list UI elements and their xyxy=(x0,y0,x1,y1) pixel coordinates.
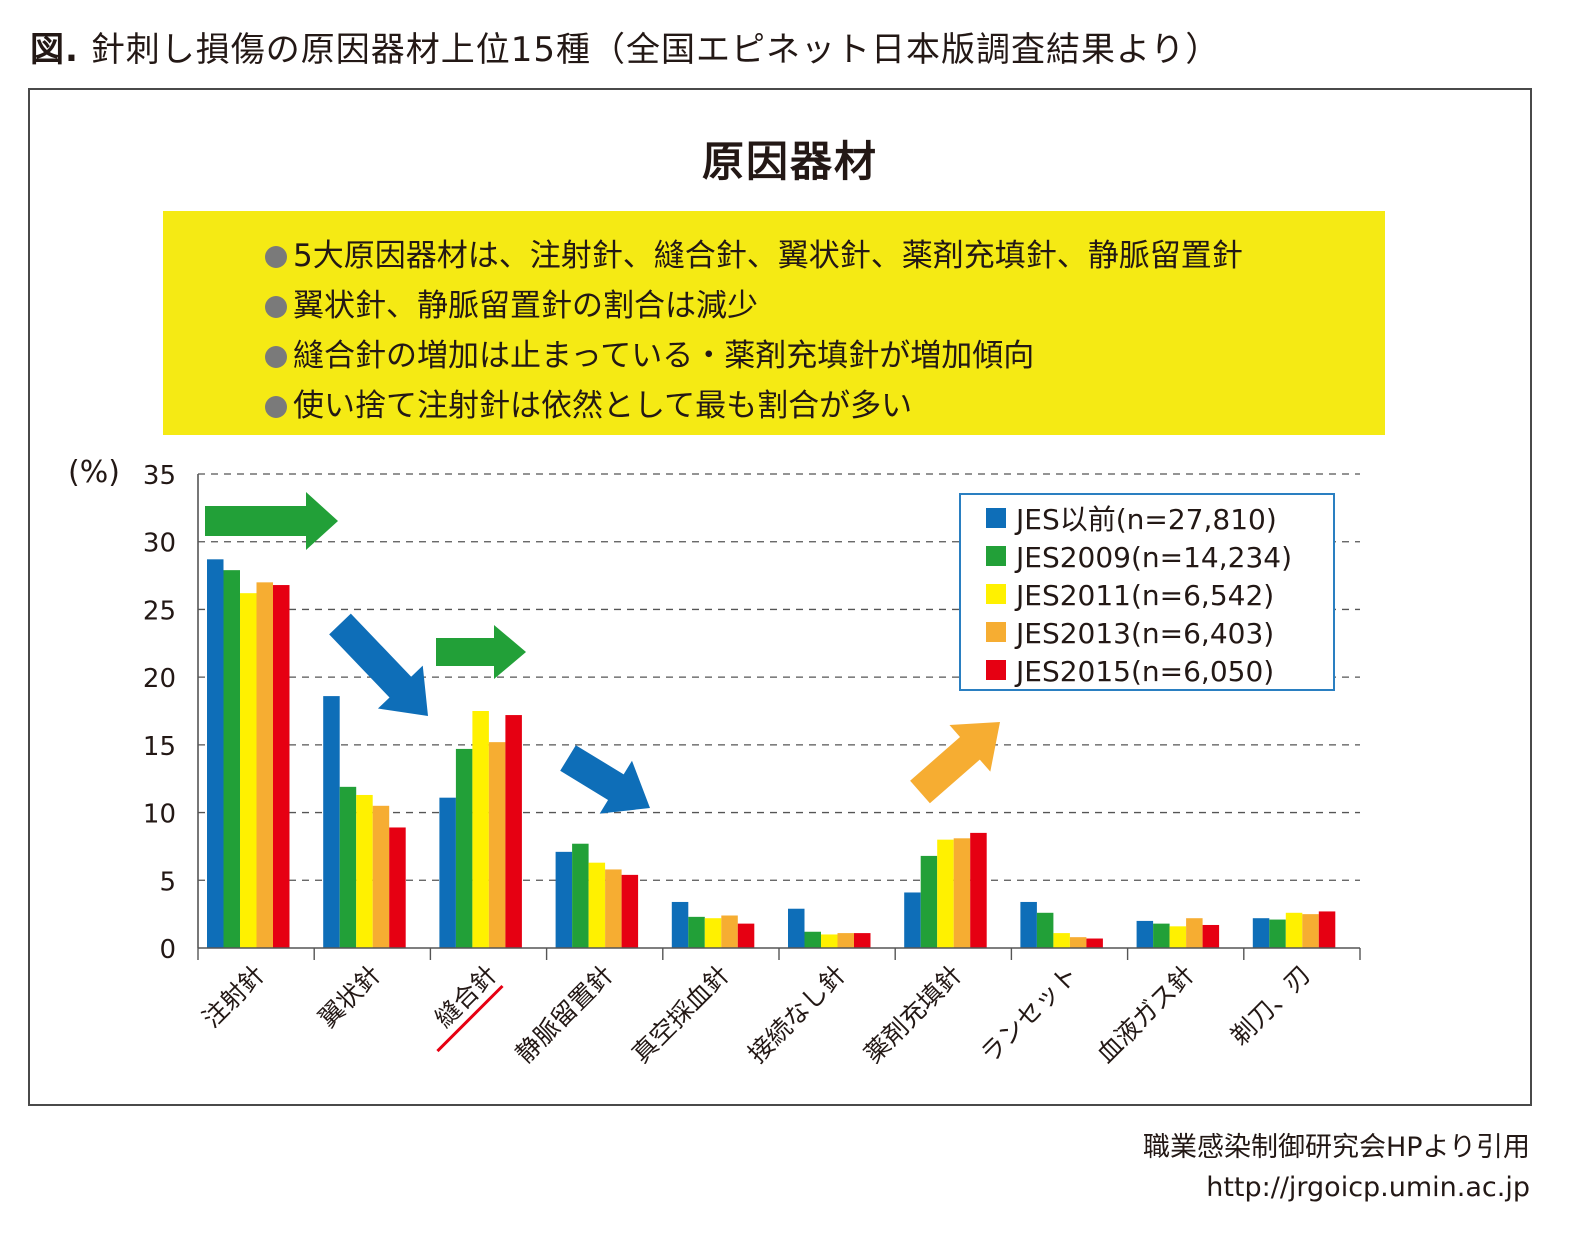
x-tick-label: 剃刀、刃 xyxy=(1225,960,1316,1051)
bar xyxy=(688,916,705,948)
trend-arrow-icon xyxy=(436,625,526,679)
bar xyxy=(821,934,838,948)
trend-arrow-icon xyxy=(910,722,1000,804)
chart-frame xyxy=(28,88,1532,1106)
legend-swatch xyxy=(986,660,1006,680)
bar xyxy=(223,570,240,948)
x-tick-label: 血液ガス針 xyxy=(1091,960,1200,1069)
bar xyxy=(804,931,821,948)
bar xyxy=(1086,938,1103,948)
bar xyxy=(671,901,689,948)
bar xyxy=(1136,920,1154,948)
bar xyxy=(356,794,373,948)
summary-point: 5大原因器材は、注射針、縫合針、翼状針、薬剤充填針、静脈留置針 xyxy=(263,231,1385,281)
y-tick-label: 35 xyxy=(143,461,176,491)
bar xyxy=(1202,924,1220,948)
bar xyxy=(1036,912,1054,948)
bar xyxy=(1153,923,1170,948)
y-tick-label: 0 xyxy=(159,935,176,965)
legend-label: JES2015(n=6,050) xyxy=(1014,655,1274,688)
y-tick-label: 10 xyxy=(143,800,176,830)
trend-arrow-icon xyxy=(329,613,428,716)
y-tick-label: 30 xyxy=(143,529,176,559)
bar xyxy=(488,742,506,948)
legend-label: JES2011(n=6,542) xyxy=(1014,579,1274,612)
bar xyxy=(1269,919,1286,948)
legend-swatch xyxy=(986,546,1006,566)
legend-label: JES2013(n=6,403) xyxy=(1014,617,1274,650)
bar xyxy=(1169,926,1187,948)
bar xyxy=(572,843,589,948)
x-tick-label: 接続なし針 xyxy=(742,960,851,1069)
category-underline xyxy=(436,984,504,1053)
summary-point: 翼状針、静脈留置針の割合は減少 xyxy=(263,281,1385,331)
bar xyxy=(555,851,573,948)
y-tick-label: 25 xyxy=(143,596,176,626)
bar xyxy=(455,748,473,948)
bar xyxy=(1285,912,1303,948)
bar xyxy=(323,696,340,948)
x-tick-label: 翼状針 xyxy=(313,960,387,1034)
y-tick-label: 15 xyxy=(143,732,176,762)
bar xyxy=(439,797,456,948)
legend-swatch xyxy=(986,622,1006,642)
summary-box: 5大原因器材は、注射針、縫合針、翼状針、薬剤充填針、静脈留置針 翼状針、静脈留置… xyxy=(163,211,1385,435)
bar xyxy=(937,839,954,948)
bar xyxy=(389,827,406,948)
bar xyxy=(1020,901,1037,948)
figure-label: 図. xyxy=(30,30,79,70)
bar xyxy=(904,892,921,948)
bar xyxy=(1302,914,1319,948)
bar xyxy=(339,786,357,948)
legend-swatch xyxy=(986,508,1006,528)
bar xyxy=(1186,918,1203,948)
x-tick-label: 静脈留置針 xyxy=(510,960,619,1069)
credit-url: http://jrgoicp.umin.ac.jp xyxy=(1206,1172,1530,1203)
credit-source: 職業感染制御研究会HPより引用 xyxy=(1142,1132,1530,1163)
bar xyxy=(605,869,622,948)
legend-box xyxy=(959,493,1335,691)
x-tick-label: 注射針 xyxy=(197,960,271,1034)
bar xyxy=(837,933,854,948)
bar xyxy=(970,832,987,948)
x-tick-label: 薬剤充填針 xyxy=(859,960,968,1069)
x-tick-label: ランセット xyxy=(975,960,1084,1069)
legend-label: JES以前(n=27,810) xyxy=(1014,503,1277,536)
summary-point: 縫合針の増加は止まっている・薬剤充填針が増加傾向 xyxy=(263,331,1385,381)
credit: 職業感染制御研究会HPより引用 http://jrgoicp.umin.ac.j… xyxy=(1143,1128,1530,1208)
trend-arrow-icon xyxy=(205,492,338,550)
y-tick-label: 5 xyxy=(159,867,176,897)
bar xyxy=(207,559,224,948)
bar xyxy=(737,923,755,948)
bar xyxy=(920,855,938,948)
legend-label: JES2009(n=14,234) xyxy=(1014,541,1292,574)
bar xyxy=(721,915,738,948)
bar xyxy=(788,908,805,948)
bar xyxy=(256,582,273,948)
bar xyxy=(505,715,522,948)
bar xyxy=(273,585,290,948)
y-axis-label: (%) xyxy=(68,455,120,490)
bar xyxy=(372,805,390,948)
bar xyxy=(1252,918,1270,948)
bar xyxy=(1053,933,1070,948)
bar xyxy=(621,874,639,948)
bar xyxy=(1069,937,1087,948)
figure-title: 図. 針刺し損傷の原因器材上位15種（全国エピネット日本版調査結果より） xyxy=(30,22,1220,71)
summary-point: 使い捨て注射針は依然として最も割合が多い xyxy=(263,381,1385,431)
bar xyxy=(472,711,489,948)
bar xyxy=(588,862,606,948)
x-tick-label: 真空採血針 xyxy=(626,960,735,1069)
y-tick-label: 20 xyxy=(143,664,176,694)
bar xyxy=(240,593,257,948)
bar xyxy=(1318,911,1336,948)
bar xyxy=(704,918,722,948)
bar xyxy=(953,838,971,948)
trend-arrow-icon xyxy=(560,745,650,814)
bar xyxy=(854,933,871,948)
figure-title-text: 針刺し損傷の原因器材上位15種（全国エピネット日本版調査結果より） xyxy=(90,30,1221,70)
chart-title: 原因器材 xyxy=(701,137,878,186)
legend-swatch xyxy=(986,584,1006,604)
